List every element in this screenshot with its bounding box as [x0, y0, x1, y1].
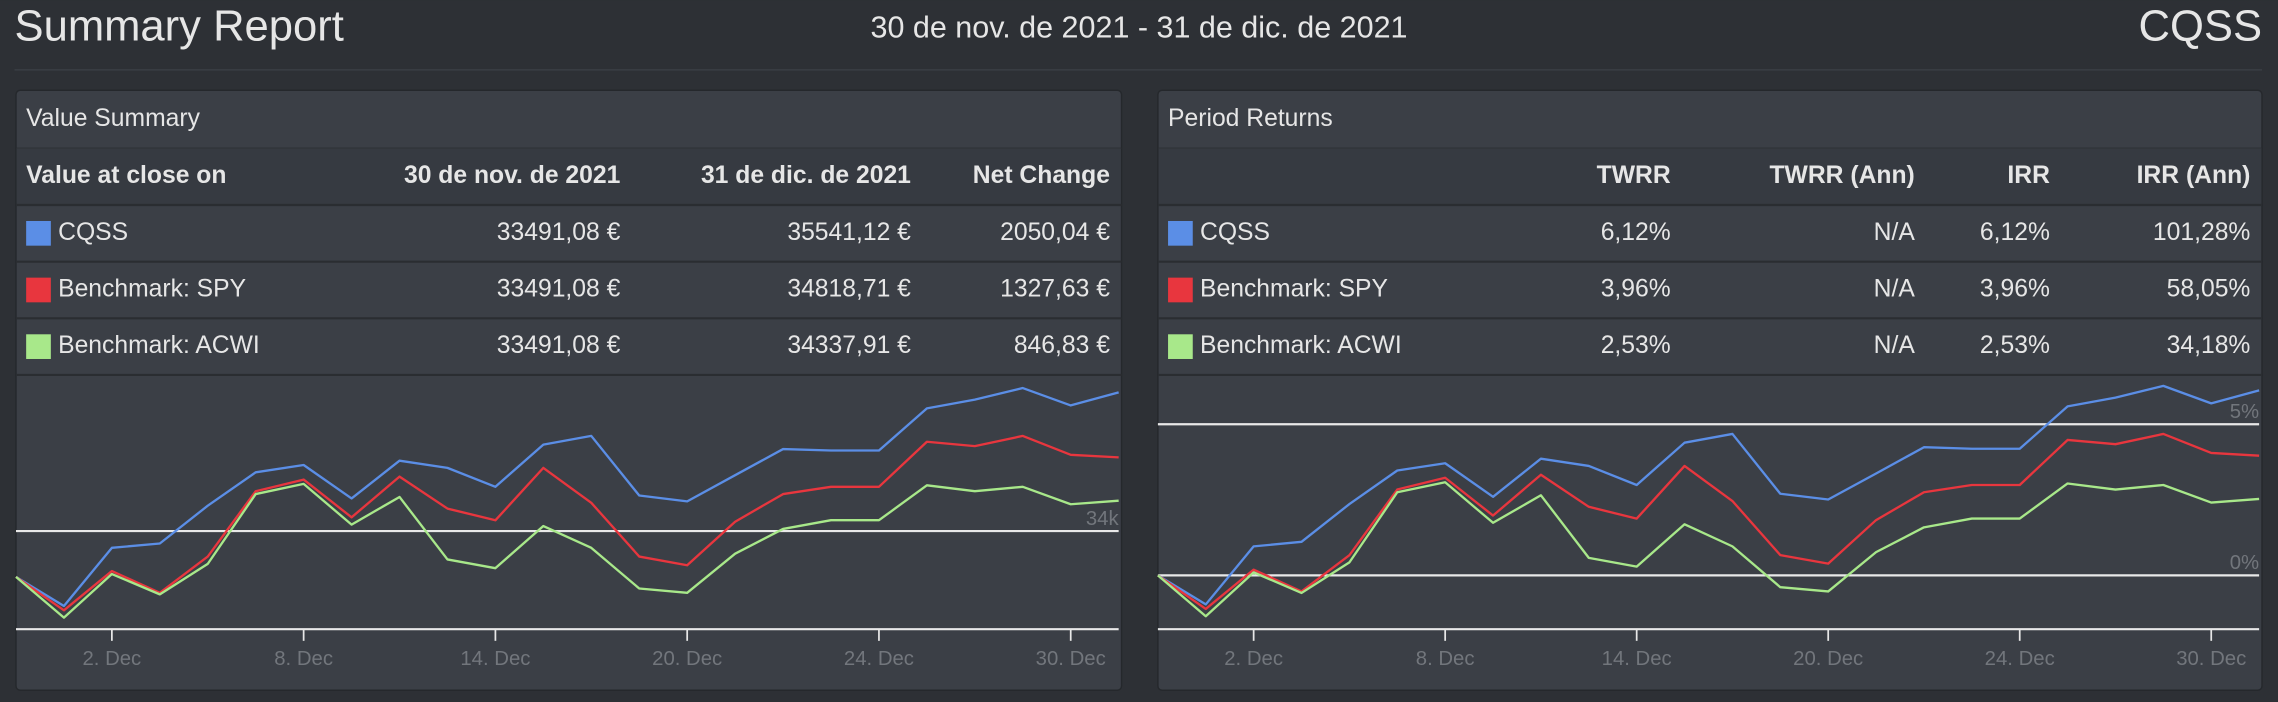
column-header: TWRR	[1597, 162, 1671, 189]
table-header-row	[16, 148, 1121, 205]
table-cell: 58,05%	[2167, 275, 2251, 302]
x-tick-label: 30. Dec	[2176, 648, 2246, 670]
legend-swatch	[26, 277, 51, 303]
report-period: 30 de nov. de 2021 - 31 de dic. de 2021	[871, 10, 1408, 44]
table-cell: 2,53%	[1601, 332, 1671, 359]
table-cell: 6,12%	[1601, 219, 1671, 246]
table-cell: 2050,04 €	[1000, 219, 1110, 246]
table-cell: 3,96%	[1980, 275, 2050, 302]
y-tick-label: 0%	[2230, 552, 2259, 574]
x-tick-label: 24. Dec	[1985, 648, 2055, 670]
table-cell: N/A	[1874, 332, 1916, 359]
legend-swatch	[1168, 334, 1193, 359]
legend-swatch	[1168, 220, 1193, 246]
column-header: 30 de nov. de 2021	[404, 162, 621, 189]
y-tick-label: 34k	[1086, 508, 1120, 530]
x-tick-label: 2. Dec	[1224, 648, 1283, 670]
column-header: Net Change	[973, 162, 1110, 189]
panel	[1157, 89, 2263, 691]
table-cell: 2,53%	[1980, 332, 2050, 359]
table-header-row	[1158, 148, 2262, 205]
x-tick-label: 8. Dec	[1416, 648, 1475, 670]
column-header: IRR (Ann)	[2137, 162, 2251, 189]
table-cell: 34337,91 €	[787, 332, 911, 359]
series-line	[15, 434, 1119, 612]
panel	[15, 89, 1123, 691]
series-line	[1157, 432, 2260, 611]
x-tick-label: 2. Dec	[82, 648, 141, 670]
table-cell: 3,96%	[1601, 275, 1671, 302]
table-cell: N/A	[1874, 275, 1916, 302]
x-tick-label: 14. Dec	[460, 648, 530, 670]
x-tick-label: 20. Dec	[1793, 648, 1863, 670]
table-cell: 101,28%	[2153, 219, 2251, 246]
table-cell: 35541,12 €	[787, 219, 911, 246]
column-header: IRR	[2007, 162, 2050, 189]
table-cell: 33491,08 €	[497, 332, 621, 359]
table-cell: 6,12%	[1980, 219, 2050, 246]
series-line	[15, 386, 1119, 608]
series-line	[1157, 384, 2260, 606]
x-tick-label: 30. Dec	[1036, 648, 1106, 670]
table-cell: 33491,08 €	[497, 275, 621, 302]
x-tick-label: 24. Dec	[844, 648, 914, 670]
report-title: Summary Report	[15, 3, 344, 51]
account-name: CQSS	[2139, 3, 2263, 51]
row-label: CQSS	[1200, 219, 1270, 246]
row-label: Benchmark: SPY	[1200, 275, 1388, 302]
table-cell: N/A	[1874, 219, 1916, 246]
legend-swatch	[26, 220, 51, 246]
x-tick-label: 14. Dec	[1602, 648, 1672, 670]
table-cell: 1327,63 €	[1000, 275, 1110, 302]
legend-swatch	[1168, 277, 1193, 303]
x-tick-label: 20. Dec	[652, 648, 722, 670]
table-cell: 33491,08 €	[497, 219, 621, 246]
x-tick-label: 8. Dec	[274, 648, 333, 670]
column-header: TWRR (Ann)	[1769, 162, 1914, 189]
table-cell: 34818,71 €	[787, 275, 911, 302]
column-header: 31 de dic. de 2021	[701, 162, 911, 189]
row-label: Benchmark: SPY	[58, 275, 246, 302]
legend-swatch	[26, 334, 51, 359]
y-tick-label: 5%	[2230, 401, 2259, 423]
panel-title: Value Summary	[26, 105, 200, 132]
table-cell: 34,18%	[2167, 332, 2251, 359]
row-label: Benchmark: ACWI	[1200, 332, 1402, 359]
column-header: Value at close on	[26, 162, 226, 189]
row-label: CQSS	[58, 219, 128, 246]
table-cell: 846,83 €	[1014, 332, 1110, 359]
panel-title: Period Returns	[1168, 105, 1333, 132]
series-line	[1157, 481, 2260, 618]
series-line	[15, 482, 1119, 619]
row-label: Benchmark: ACWI	[58, 332, 260, 359]
